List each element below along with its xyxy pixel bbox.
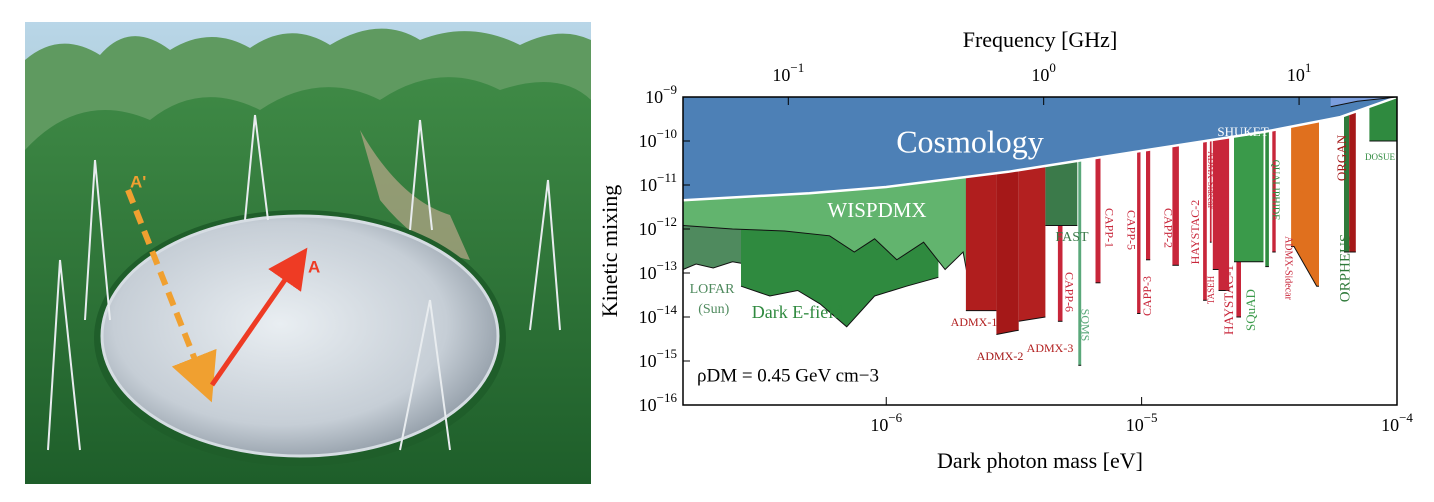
photo: A' A [25, 22, 591, 484]
region [1234, 97, 1264, 262]
photo-arrow [209, 247, 308, 387]
region-edge [1018, 316, 1046, 322]
y-tick-label: 10−15 [639, 346, 677, 371]
region-label: CAPP-2 [1161, 208, 1175, 248]
region-label: DOSUE [1365, 152, 1396, 162]
region-edge [1330, 96, 1398, 108]
y-tick-label: 10−14 [639, 302, 678, 327]
photo-dish [100, 214, 500, 458]
region-label: CAPP-3 [1140, 276, 1154, 316]
y-tick-label: 10−9 [645, 82, 677, 107]
region-label: ADMX-1 [951, 315, 998, 329]
region [1330, 97, 1397, 107]
annotation: ρDM = 0.45 GeV cm−3 [697, 365, 879, 386]
region-label: LOFAR (Sun) [690, 282, 736, 317]
region [683, 97, 1397, 201]
x2-tick-label: 101 [1287, 60, 1312, 85]
region-label: CAPP-6 [1062, 272, 1076, 312]
photo-label: A' [130, 172, 146, 191]
region [1218, 97, 1230, 291]
region [1203, 97, 1207, 301]
y-tick-label: 10−16 [639, 390, 678, 415]
region-label: SQMS [1078, 309, 1092, 342]
x2-tick-label: 100 [1031, 60, 1056, 85]
photo-arrow-dashed [125, 188, 217, 403]
region [1344, 97, 1350, 252]
region-label: ADMX-3 [1027, 341, 1074, 355]
region-edge [1291, 246, 1319, 287]
chart: Frequency [GHz] Dark photon mass [eV] Ki… [597, 27, 1413, 473]
region-edge [682, 225, 975, 310]
region-label: QUAX [1294, 164, 1306, 196]
region-edge [996, 329, 1019, 335]
y-tick-label: 10−10 [639, 126, 677, 151]
region [1349, 97, 1356, 252]
region-label: FAST [1055, 230, 1089, 245]
region-label: HAYSTAC-2 [1188, 200, 1202, 265]
x-tick-label: 10−6 [870, 410, 902, 435]
region-label: ADMX-Sidecar [1206, 151, 1216, 209]
y-tick-label: 10−11 [639, 170, 677, 195]
region-label: WISPDMX [827, 198, 926, 222]
region-label: Cosmology [896, 123, 1044, 159]
region [1369, 97, 1397, 141]
y-tick-label: 10−13 [639, 258, 677, 283]
region [1078, 97, 1082, 366]
photo-slope [360, 130, 470, 260]
region-edge [682, 95, 1398, 202]
region-label: SQuAD [1243, 289, 1258, 331]
region-label: SHUKET [1217, 124, 1268, 139]
region-label: QUALIPHIDE [1270, 160, 1281, 221]
plot-frame [682, 96, 1398, 406]
region-edge [682, 261, 753, 270]
region [1265, 97, 1269, 267]
region-label: HAYSTAC-1 [1221, 265, 1236, 335]
region-label: CAST-CAPP [1219, 173, 1230, 226]
photo-label: A [308, 257, 320, 276]
region-label: ORPHEUS [1337, 234, 1353, 302]
y-axis-label: Kinetic mixing [597, 185, 622, 318]
photo-towers [47, 114, 561, 451]
region-label: CAPP-5 [1124, 210, 1138, 250]
region [1272, 97, 1276, 252]
regions [682, 95, 1398, 366]
region-label: CAPP-1 [1102, 208, 1116, 248]
region-label: ORGAN [1334, 134, 1349, 181]
region [1291, 97, 1319, 287]
region-label: Dark E-field [752, 302, 842, 322]
x2-axis-label: Frequency [GHz] [963, 27, 1118, 52]
x-tick-label: 10−4 [1381, 410, 1413, 435]
y-tick-label: 10−12 [639, 214, 677, 239]
region-edge [740, 276, 939, 328]
region-label: ADMX-Sidecar [1283, 236, 1294, 301]
region-label: TASEH [1206, 275, 1216, 304]
region-label: ADMX-2 [977, 349, 1024, 363]
x-tick-label: 10−5 [1126, 410, 1158, 435]
x2-tick-label: 10−1 [772, 60, 804, 85]
x-axis-label: Dark photon mass [eV] [937, 448, 1143, 473]
